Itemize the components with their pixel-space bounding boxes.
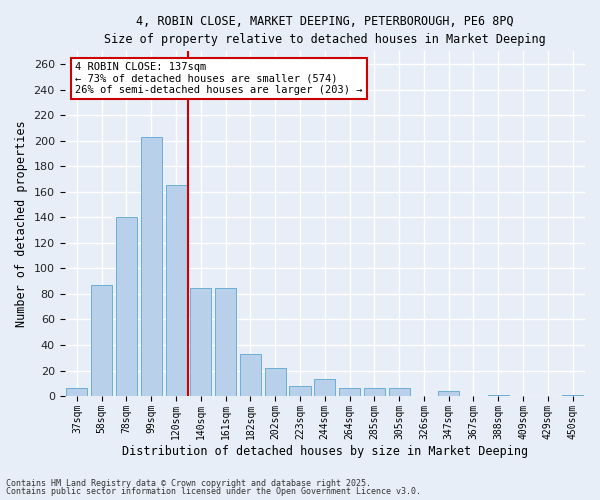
Text: Contains HM Land Registry data © Crown copyright and database right 2025.: Contains HM Land Registry data © Crown c…: [6, 478, 371, 488]
Y-axis label: Number of detached properties: Number of detached properties: [15, 120, 28, 327]
Bar: [215, 288, 236, 396]
Bar: [190, 288, 211, 396]
Bar: [438, 391, 459, 396]
Bar: [67, 388, 88, 396]
Text: 4 ROBIN CLOSE: 137sqm
← 73% of detached houses are smaller (574)
26% of semi-det: 4 ROBIN CLOSE: 137sqm ← 73% of detached …: [75, 62, 362, 95]
Bar: [240, 354, 261, 396]
Bar: [141, 137, 162, 396]
Bar: [562, 395, 583, 396]
Bar: [314, 380, 335, 396]
Bar: [166, 186, 187, 396]
Bar: [364, 388, 385, 396]
Bar: [265, 368, 286, 396]
Bar: [116, 218, 137, 396]
Bar: [289, 386, 311, 396]
Title: 4, ROBIN CLOSE, MARKET DEEPING, PETERBOROUGH, PE6 8PQ
Size of property relative : 4, ROBIN CLOSE, MARKET DEEPING, PETERBOR…: [104, 15, 545, 46]
Text: Contains public sector information licensed under the Open Government Licence v3: Contains public sector information licen…: [6, 487, 421, 496]
Bar: [91, 285, 112, 396]
Bar: [389, 388, 410, 396]
Bar: [339, 388, 360, 396]
X-axis label: Distribution of detached houses by size in Market Deeping: Distribution of detached houses by size …: [122, 444, 528, 458]
Bar: [488, 395, 509, 396]
